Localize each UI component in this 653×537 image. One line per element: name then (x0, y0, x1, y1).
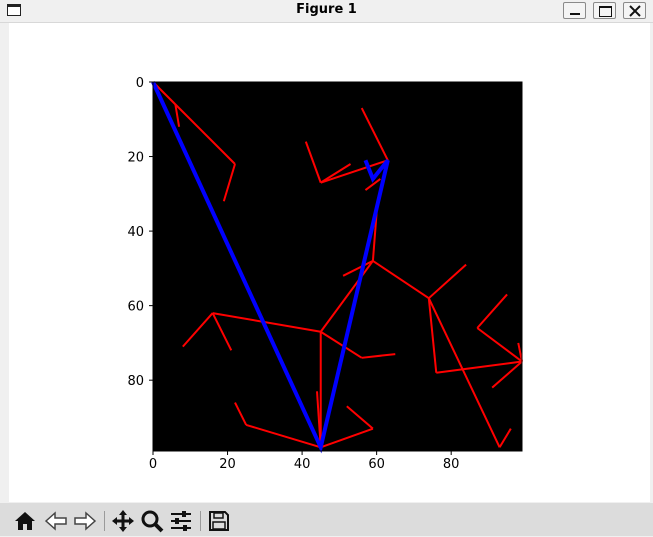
edge-line (174, 104, 181, 127)
axes-frame (152, 81, 523, 452)
pan-button[interactable] (111, 509, 135, 533)
edge-line (211, 312, 233, 351)
edge-line (212, 312, 321, 333)
toolbar-separator (200, 511, 201, 531)
edge-line (364, 178, 381, 191)
forward-icon (74, 511, 97, 531)
x-tick-label: 40 (294, 457, 311, 472)
x-tick-label: 20 (219, 457, 236, 472)
zoom-button[interactable] (140, 509, 164, 533)
close-button[interactable] (623, 2, 646, 19)
path-line (151, 81, 390, 454)
navigation-toolbar (0, 503, 653, 536)
edge-line (346, 405, 374, 430)
window-title: Figure 1 (296, 2, 357, 17)
home-button[interactable] (13, 509, 37, 533)
edge-line (234, 402, 248, 426)
pan-icon (112, 510, 134, 532)
edge-line (371, 212, 378, 261)
x-tick-label: 80 (443, 457, 460, 472)
window-border (0, 23, 9, 502)
edge-line (428, 263, 467, 299)
edge-line (320, 159, 389, 184)
toolbar-separator (104, 511, 105, 531)
x-tick-label: 0 (149, 457, 157, 472)
edge-line (245, 423, 322, 449)
edge-line (372, 260, 430, 300)
zoom-icon (141, 510, 164, 533)
back-button[interactable] (44, 509, 68, 533)
edge-line (222, 163, 236, 202)
plot-svg: 0 20 40 60 80 0 20 40 60 80 (127, 76, 523, 472)
edge-line (498, 428, 512, 448)
y-tick-label: 40 (127, 225, 144, 240)
edge-line (476, 327, 523, 363)
edge-line (304, 141, 322, 183)
edge-line (517, 342, 523, 362)
edge-line (360, 107, 389, 161)
home-icon (15, 512, 35, 530)
edge-line (174, 103, 236, 165)
edge-line (320, 163, 352, 184)
back-icon (44, 511, 67, 531)
title-bar: Figure 1 (0, 0, 653, 23)
edge-line (320, 330, 363, 359)
edge-line (491, 360, 523, 389)
y-tick-label: 0 (136, 76, 144, 91)
y-tick-label: 80 (127, 374, 144, 389)
edge-line (436, 360, 523, 374)
edge-line (427, 298, 438, 373)
edge-line (316, 391, 322, 448)
figure-canvas[interactable]: 0 20 40 60 80 0 20 40 60 80 (9, 23, 650, 502)
configure-subplots-button[interactable] (169, 509, 193, 533)
x-tick-label: 60 (368, 457, 385, 472)
edge-line (361, 353, 396, 359)
edge-line (476, 293, 508, 329)
save-button[interactable] (207, 509, 231, 533)
configure-subplots-icon (171, 511, 191, 531)
y-tick-label: 20 (127, 151, 144, 166)
edge-line (342, 260, 374, 277)
edge-line (427, 297, 501, 448)
close-icon (629, 5, 641, 17)
edge-line (319, 260, 374, 333)
window-app-icon (7, 4, 21, 16)
edge-line (182, 312, 214, 348)
y-tick-label: 60 (127, 300, 144, 315)
edge-line (320, 427, 374, 449)
maximize-button[interactable] (593, 2, 616, 19)
forward-button[interactable] (73, 509, 97, 533)
minimize-button[interactable] (563, 2, 586, 19)
save-icon (209, 511, 229, 531)
